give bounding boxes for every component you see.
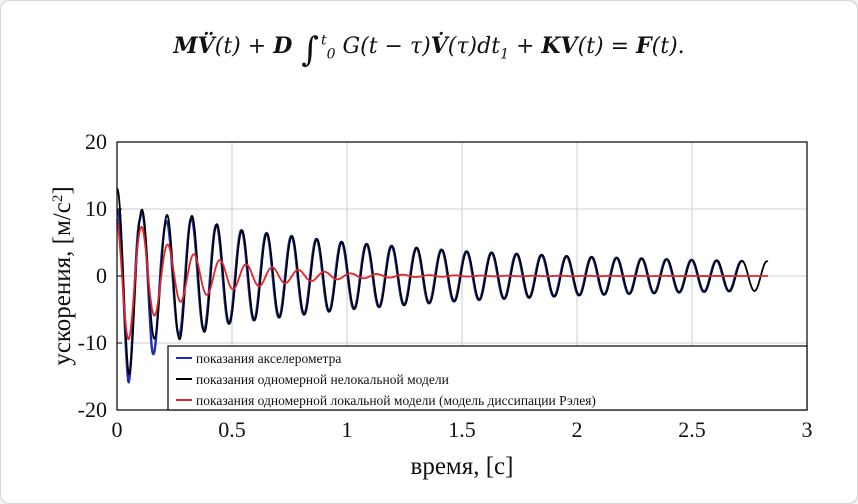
eq-plus: +: [508, 34, 542, 59]
y-axis-label: ускорения, [м/с2]: [49, 186, 76, 365]
x-tick-label: 2: [572, 417, 583, 442]
x-tick-label: 3: [802, 417, 813, 442]
equation: MV̈(t) + D ∫ t0 G(t − τ)V̇(τ)dt1 + KV(t) …: [0, 30, 858, 70]
eq-arg-2: (t) =: [577, 34, 637, 59]
x-tick-label: 0.5: [218, 417, 246, 442]
x-axis-label: время, [c]: [411, 453, 514, 480]
x-tick-label: 2.5: [678, 417, 706, 442]
series-group: [116, 188, 769, 384]
x-tick-label: 1: [342, 417, 353, 442]
legend: показания акселерометра показания одноме…: [167, 345, 808, 411]
y-tick-label: 10: [85, 196, 107, 221]
eq-stiffness-term: KV: [541, 33, 578, 59]
legend-box: [167, 345, 808, 411]
y-axis-label-end: ]: [49, 186, 76, 194]
eq-arg-1: (t) +: [214, 34, 274, 59]
eq-accel-vector: V̈: [197, 33, 215, 59]
x-tick-label: 1.5: [448, 417, 476, 442]
series-nonlocal-model: [116, 188, 769, 376]
eq-arg-3: (t).: [651, 34, 685, 59]
series-local-model: [116, 219, 769, 341]
eq-force-vector: F: [636, 33, 652, 59]
y-tick-label: -10: [78, 330, 107, 355]
eq-integral-upper: t: [320, 32, 327, 49]
legend-label-nonlocal-model: показания одномерной нелокальной модели: [196, 372, 449, 387]
legend-label-local-model: показания одномерной локальной модели (м…: [196, 393, 596, 408]
legend-label-accelerometer: показания акселерометра: [196, 351, 341, 366]
eq-kernel: G(t − τ): [342, 34, 431, 59]
x-tick-label: 0: [112, 417, 123, 442]
eq-mass-matrix: M: [173, 33, 198, 59]
eq-integral-sign: ∫: [301, 30, 319, 70]
y-tick-label: -20: [78, 397, 107, 422]
y-axis-label-superscript: 2: [50, 195, 66, 203]
y-tick-label: 20: [85, 129, 107, 154]
y-tick-label: 0: [96, 263, 107, 288]
eq-integral-lower: 0: [326, 46, 336, 63]
tick-labels: 0 0.5 1 1.5 2 2.5 3 20 10 0 -10 -20: [78, 129, 813, 442]
y-axis-label-text: ускорения, [м/с: [49, 202, 76, 366]
eq-dt-subscript: 1: [500, 46, 509, 63]
eq-tau: (τ)dt: [447, 34, 501, 59]
eq-damping-matrix: D: [273, 33, 293, 59]
eq-velocity-vector: V̇: [430, 33, 448, 59]
